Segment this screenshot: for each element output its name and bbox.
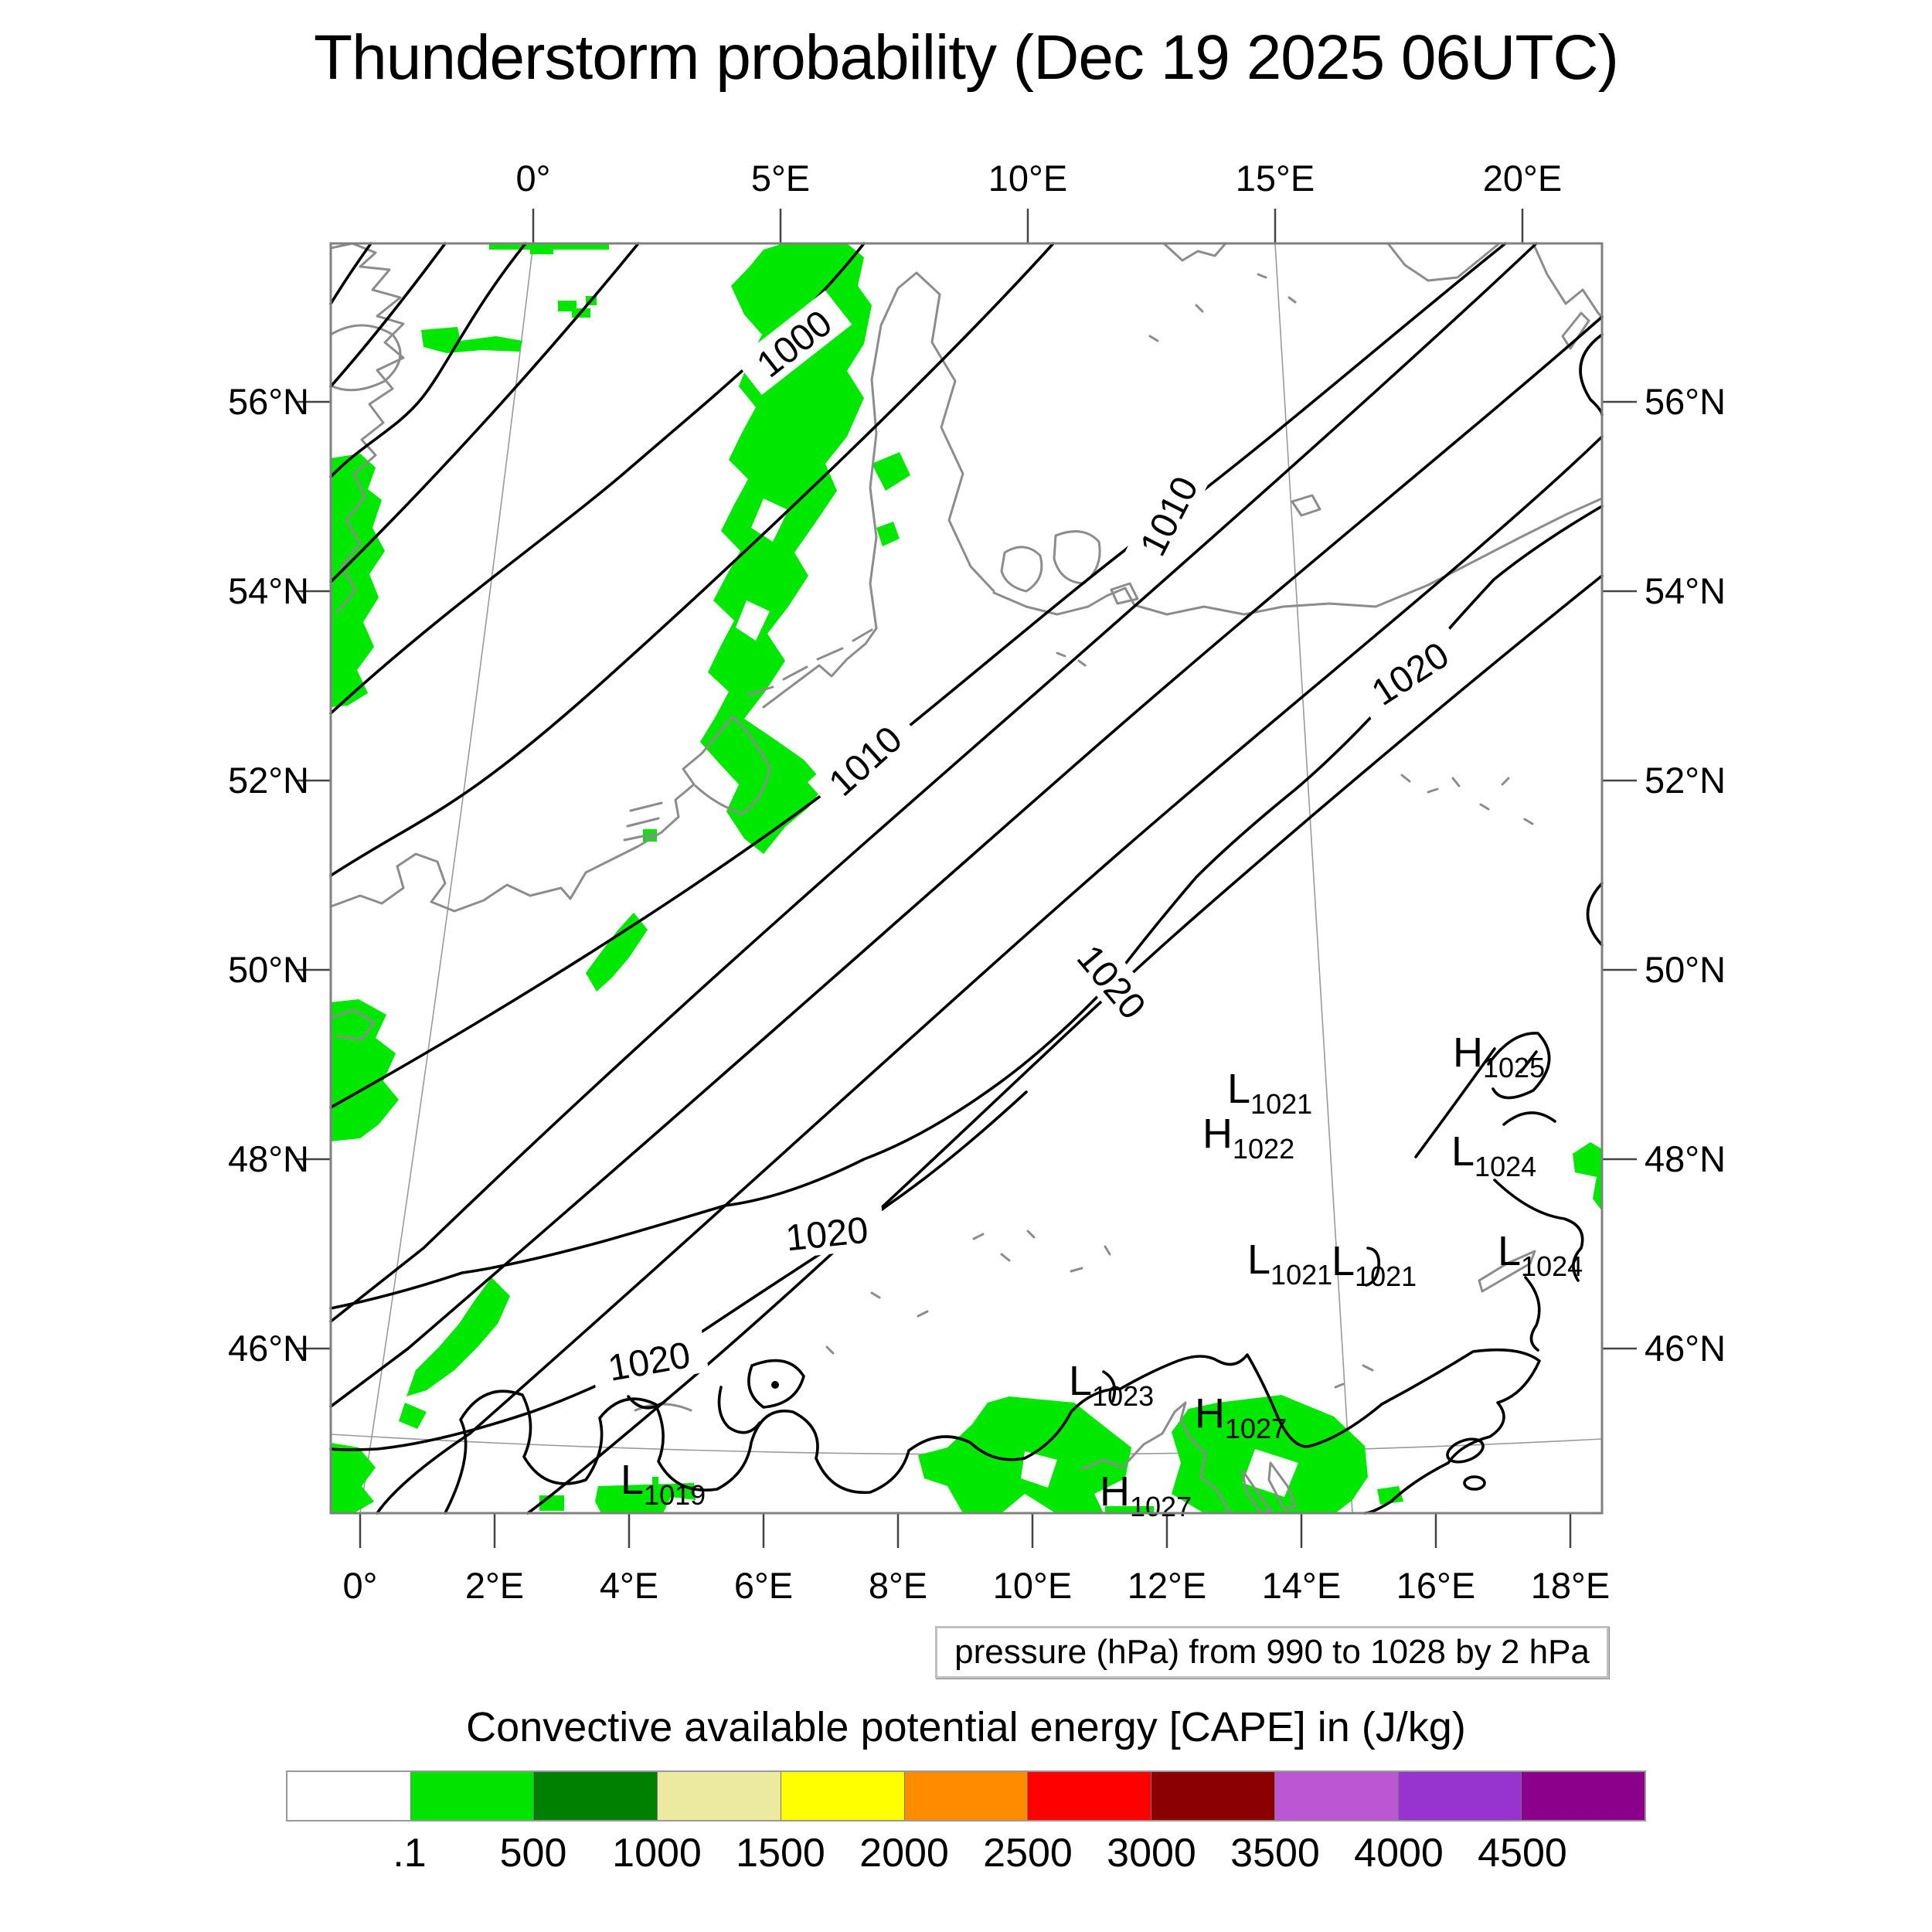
axis-label-right-4: 48°N [1645,1138,1726,1179]
axis-label-top-4: 20°E [1482,158,1563,199]
axis-ticks [298,209,1637,1548]
colorbar-tick-3: 1500 [736,1831,825,1876]
colorbar-tick-1: 500 [499,1831,567,1876]
axis-label-bottom-1: 2°E [464,1565,525,1606]
coastlines [329,242,1604,1515]
colorbar-segment-10 [1521,1772,1645,1820]
colorbar-title: Convective available potential energy [C… [466,1704,1466,1750]
colorbar-tick-6: 3000 [1107,1831,1196,1876]
contour-label: 1020 [605,1335,693,1389]
axis-label-bottom-7: 14°E [1261,1565,1342,1606]
axis-label-bottom-0: 0° [342,1565,378,1606]
pressure-center-L1021c: L1021 [1332,1238,1417,1292]
axis-label-right-0: 56°N [1645,381,1726,422]
contour-label: 1020 [784,1210,870,1260]
axis-label-left-2: 52°N [227,760,309,801]
axis-label-bottom-5: 10°E [992,1565,1073,1606]
axis-label-top-1: 5°E [750,158,811,199]
graticule-lines [330,243,1603,1514]
contour-labels: 1000 1010 1010 1020 1020 1020 1020 [588,290,1470,1392]
cape-shading-holes [736,498,1298,1497]
pressure-note-text: pressure (hPa) from 990 to 1028 by 2 hPa [954,1633,1590,1671]
axis-label-left-0: 56°N [227,381,309,422]
axis-label-bottom-3: 6°E [733,1565,794,1606]
colorbar-tick-4: 2000 [859,1831,949,1876]
colorbar-segment-7 [1151,1772,1274,1820]
colorbar-tick-8: 4000 [1354,1831,1444,1876]
pressure-center-L1023: L1023 [1069,1358,1154,1412]
pressure-center-H1025: H1025 [1453,1029,1545,1083]
colorbar-tick-7: 3500 [1230,1831,1320,1876]
colorbar-segment-8 [1274,1772,1398,1820]
colorbar-segment-6 [1027,1772,1151,1820]
axis-label-bottom-9: 18°E [1530,1565,1611,1606]
colorbar-segment-3 [657,1772,781,1820]
contour-dot [771,1381,779,1389]
axis-label-right-2: 52°N [1645,760,1726,801]
pressure-center-H1027b: H1027 [1100,1468,1192,1522]
axis-label-top-3: 15°E [1235,158,1315,199]
pressure-center-L1019: L1019 [621,1457,706,1511]
colorbar-tick-0: .1 [393,1831,427,1876]
colorbar-segment-2 [533,1772,658,1820]
cape-shading [331,243,1602,1513]
pressure-center-L1024b: L1024 [1498,1228,1583,1282]
colorbar-tick-9: 4500 [1478,1831,1567,1876]
pressure-center-L1024: L1024 [1451,1128,1536,1182]
axis-label-bottom-8: 16°E [1396,1565,1476,1606]
axis-label-bottom-6: 12°E [1127,1565,1207,1606]
axis-label-left-1: 54°N [227,570,309,611]
axis-label-top-0: 0° [515,158,551,199]
axis-label-left-4: 48°N [227,1138,309,1179]
axis-label-bottom-2: 4°E [599,1565,659,1606]
colorbar-segment-5 [903,1772,1028,1820]
axis-label-right-1: 54°N [1645,570,1726,611]
axis-label-left-3: 50°N [227,949,309,990]
colorbar-tick-2: 1000 [612,1831,702,1876]
axis-label-right-5: 46°N [1645,1328,1726,1369]
pressure-center-L1021: L1021 [1227,1066,1312,1120]
map-frame [329,242,1604,1515]
cape-colorbar [286,1770,1646,1821]
meridian-15deg [1274,243,1353,1514]
pressure-center-H1022: H1022 [1202,1111,1294,1165]
colorbar-tick-5: 2500 [983,1831,1073,1876]
colorbar-segment-0 [287,1772,410,1820]
axis-label-bottom-4: 8°E [868,1565,928,1606]
pressure-center-L1021b: L1021 [1247,1236,1332,1291]
axis-label-left-5: 46°N [227,1328,309,1369]
axis-label-top-2: 10°E [988,158,1068,199]
pressure-note-box: pressure (hPa) from 990 to 1028 by 2 hPa [935,1626,1609,1679]
page-title: Thunderstorm probability (Dec 19 2025 06… [314,22,1619,93]
isobar-contours [329,242,1604,1515]
colorbar-segment-4 [780,1772,904,1820]
pressure-centers: H1025 L1024 L1021 H1022 L1021 L1021 L102… [621,1029,1583,1522]
pressure-center-H1027: H1027 [1195,1390,1287,1444]
axis-label-right-3: 50°N [1645,949,1726,990]
colorbar-segment-1 [410,1772,534,1820]
colorbar-segment-9 [1397,1772,1522,1820]
meridian-0deg [359,243,534,1514]
